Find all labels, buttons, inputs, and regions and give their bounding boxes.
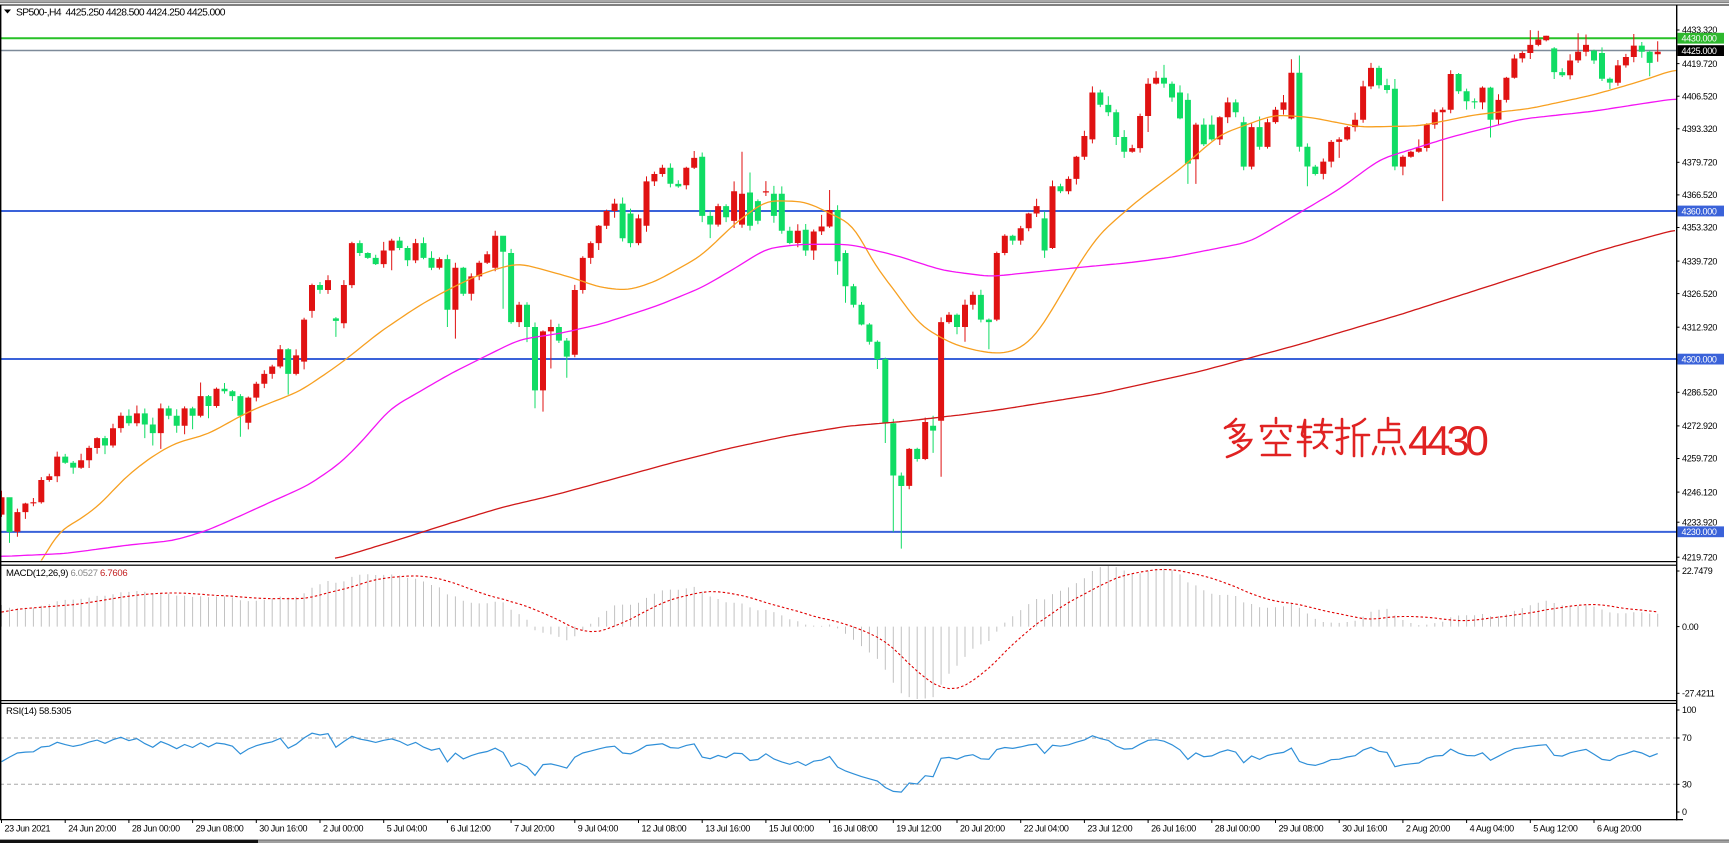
svg-text:26 Jul 16:00: 26 Jul 16:00: [1151, 824, 1196, 834]
svg-text:2 Jul 00:00: 2 Jul 00:00: [323, 824, 364, 834]
svg-text:30 Jul 16:00: 30 Jul 16:00: [1342, 824, 1387, 834]
svg-text:29 Jul 08:00: 29 Jul 08:00: [1279, 824, 1324, 834]
svg-text:4393.320: 4393.320: [1682, 124, 1717, 134]
svg-text:29 Jun 08:00: 29 Jun 08:00: [196, 824, 244, 834]
svg-text:4300.000: 4300.000: [1682, 355, 1717, 365]
svg-text:4433.320: 4433.320: [1682, 25, 1717, 35]
svg-text:4259.720: 4259.720: [1682, 454, 1717, 464]
svg-text:4430.000: 4430.000: [1682, 34, 1717, 44]
svg-text:5 Jul 04:00: 5 Jul 04:00: [387, 824, 428, 834]
svg-text:28 Jul 00:00: 28 Jul 00:00: [1215, 824, 1260, 834]
svg-text:9 Jul 04:00: 9 Jul 04:00: [578, 824, 619, 834]
svg-text:7 Jul 20:00: 7 Jul 20:00: [514, 824, 555, 834]
svg-text:5 Aug 12:00: 5 Aug 12:00: [1533, 824, 1578, 834]
svg-text:70: 70: [1682, 733, 1692, 743]
svg-text:30: 30: [1682, 780, 1692, 790]
svg-text:24 Jun 20:00: 24 Jun 20:00: [68, 824, 116, 834]
svg-text:12 Jul 08:00: 12 Jul 08:00: [642, 824, 687, 834]
svg-text:4353.320: 4353.320: [1682, 223, 1717, 233]
svg-text:4425.000: 4425.000: [1682, 46, 1717, 56]
svg-text:100: 100: [1682, 705, 1696, 715]
svg-text:13 Jul 16:00: 13 Jul 16:00: [705, 824, 750, 834]
svg-text:4233.920: 4233.920: [1682, 517, 1717, 527]
svg-text:4 Aug 04:00: 4 Aug 04:00: [1470, 824, 1515, 834]
svg-text:6 Aug 20:00: 6 Aug 20:00: [1597, 824, 1642, 834]
svg-text:15 Jul 00:00: 15 Jul 00:00: [769, 824, 814, 834]
svg-text:MACD(12,26,9) 6.0527 6.7606: MACD(12,26,9) 6.0527 6.7606: [6, 568, 127, 579]
svg-text:0: 0: [1682, 807, 1687, 817]
svg-text:2 Aug 20:00: 2 Aug 20:00: [1406, 824, 1451, 834]
svg-text:0.00: 0.00: [1682, 622, 1699, 632]
svg-text:4326.520: 4326.520: [1682, 289, 1717, 299]
svg-text:30 Jun 16:00: 30 Jun 16:00: [259, 824, 307, 834]
svg-text:19 Jul 12:00: 19 Jul 12:00: [896, 824, 941, 834]
svg-text:22 Jul 04:00: 22 Jul 04:00: [1024, 824, 1069, 834]
svg-text:22.7479: 22.7479: [1682, 566, 1713, 576]
svg-text:4406.520: 4406.520: [1682, 91, 1717, 101]
svg-text:-27.4211: -27.4211: [1682, 689, 1715, 699]
svg-text:4312.920: 4312.920: [1682, 322, 1717, 332]
svg-text:SP500-,H4 4425.250 4428.500 4: SP500-,H4 4425.250 4428.500 4424.250 442…: [16, 8, 226, 19]
svg-text:4246.120: 4246.120: [1682, 487, 1717, 497]
svg-text:23 Jun 2021: 23 Jun 2021: [5, 824, 51, 834]
svg-text:4339.720: 4339.720: [1682, 256, 1717, 266]
svg-text:23 Jul 12:00: 23 Jul 12:00: [1087, 824, 1132, 834]
svg-text:4366.520: 4366.520: [1682, 190, 1717, 200]
svg-text:6 Jul 12:00: 6 Jul 12:00: [450, 824, 491, 834]
svg-text:4419.720: 4419.720: [1682, 59, 1717, 69]
svg-text:RSI(14) 58.5305: RSI(14) 58.5305: [6, 706, 71, 717]
svg-text:20 Jul 20:00: 20 Jul 20:00: [960, 824, 1005, 834]
svg-text:4430: 4430: [1408, 417, 1487, 464]
svg-text:4219.720: 4219.720: [1682, 552, 1717, 562]
svg-text:4360.000: 4360.000: [1682, 206, 1717, 216]
svg-text:4230.000: 4230.000: [1682, 527, 1717, 537]
svg-text:4286.520: 4286.520: [1682, 388, 1717, 398]
svg-text:4272.920: 4272.920: [1682, 421, 1717, 431]
svg-text:4379.720: 4379.720: [1682, 158, 1717, 168]
svg-text:16 Jul 08:00: 16 Jul 08:00: [833, 824, 878, 834]
svg-text:28 Jun 00:00: 28 Jun 00:00: [132, 824, 180, 834]
